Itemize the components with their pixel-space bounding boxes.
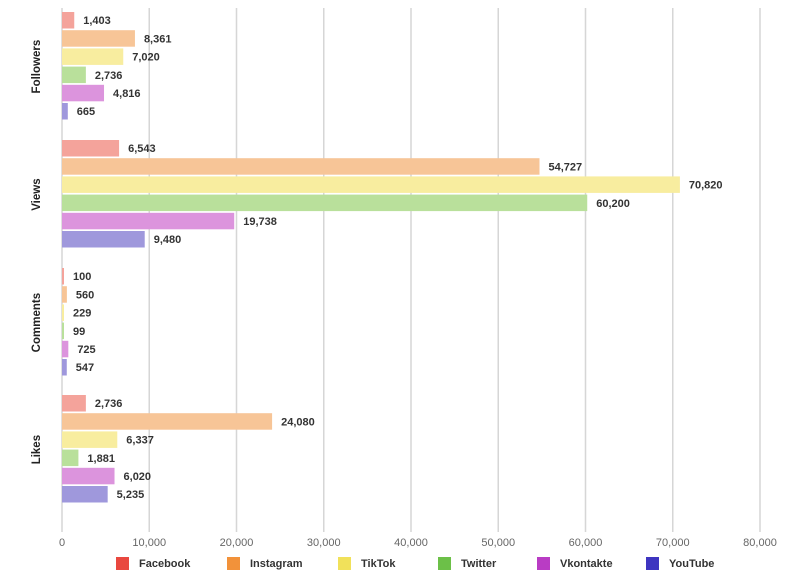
x-tick-label: 40,000 bbox=[394, 537, 428, 549]
legend-label: Facebook bbox=[139, 557, 191, 570]
value-label: 99 bbox=[73, 326, 85, 338]
value-label: 8,361 bbox=[144, 33, 172, 45]
legend-swatch bbox=[646, 557, 659, 570]
category-label: Comments bbox=[31, 293, 43, 352]
legend-item-twitter[interactable]: Twitter bbox=[438, 557, 496, 570]
category-label: Followers bbox=[31, 40, 43, 94]
value-label: 6,337 bbox=[126, 435, 154, 447]
value-label: 1,881 bbox=[87, 453, 115, 465]
bar-facebook-comments bbox=[62, 268, 64, 285]
value-label: 6,020 bbox=[124, 471, 152, 483]
bar-tiktok-comments bbox=[62, 304, 64, 321]
legend-swatch bbox=[227, 557, 240, 570]
bar-instagram-views bbox=[62, 158, 540, 175]
value-label: 60,200 bbox=[596, 198, 630, 210]
legend-item-instagram[interactable]: Instagram bbox=[227, 557, 303, 570]
value-label: 725 bbox=[77, 344, 95, 356]
legend-label: YouTube bbox=[669, 557, 715, 570]
x-tick-label: 20,000 bbox=[220, 537, 254, 549]
x-tick-label: 80,000 bbox=[743, 537, 777, 549]
category-labels: Followers Views Comments Likes bbox=[31, 40, 43, 465]
value-label: 4,816 bbox=[113, 88, 141, 100]
x-tick-label: 10,000 bbox=[132, 537, 166, 549]
x-axis-ticks: 0 10,000 20,000 30,000 40,000 50,000 60,000 70,… bbox=[59, 537, 777, 549]
legend-label: TikTok bbox=[361, 557, 396, 570]
bar-instagram-followers bbox=[62, 30, 135, 47]
value-label: 9,480 bbox=[154, 234, 182, 246]
value-label: 229 bbox=[73, 308, 91, 320]
bar-chart: 1,403 8,361 7,020 2,736 4,816 665 6,543 54,727 7… bbox=[31, 8, 777, 549]
value-label: 24,080 bbox=[281, 416, 315, 428]
legend-label: Instagram bbox=[250, 557, 303, 570]
bar-twitter-views bbox=[62, 194, 588, 212]
bar-tiktok-followers bbox=[62, 48, 124, 65]
value-label: 19,738 bbox=[243, 216, 277, 228]
value-label: 5,235 bbox=[117, 489, 145, 501]
legend-swatch bbox=[438, 557, 451, 570]
value-label: 560 bbox=[76, 289, 94, 301]
bar-vkontakte-views bbox=[62, 212, 235, 230]
bar-youtube-likes bbox=[62, 486, 108, 503]
x-tick-label: 0 bbox=[59, 537, 65, 549]
legend-item-facebook[interactable]: Facebook bbox=[116, 557, 190, 570]
gridlines bbox=[61, 8, 761, 532]
bar-tiktok-views bbox=[62, 176, 680, 193]
bar-twitter-likes bbox=[62, 449, 79, 467]
value-label: 2,736 bbox=[95, 398, 123, 410]
value-label: 1,403 bbox=[83, 15, 111, 27]
bar-facebook-followers bbox=[62, 12, 75, 29]
bar-vkontakte-likes bbox=[62, 467, 115, 485]
bar-youtube-followers bbox=[62, 103, 68, 120]
legend-swatch bbox=[338, 557, 351, 570]
value-label: 665 bbox=[77, 106, 95, 118]
bar-instagram-likes bbox=[62, 413, 273, 430]
legend-label: Vkontakte bbox=[560, 557, 613, 570]
legend-swatch bbox=[537, 557, 550, 570]
legend-item-tiktok[interactable]: TikTok bbox=[338, 557, 395, 570]
bar-youtube-views bbox=[62, 231, 145, 248]
legend-swatch bbox=[116, 557, 129, 570]
legend-item-youtube[interactable]: YouTube bbox=[646, 557, 714, 570]
bar-youtube-comments bbox=[62, 359, 67, 376]
category-label: Views bbox=[31, 178, 43, 210]
x-tick-label: 30,000 bbox=[307, 537, 341, 549]
legend: Facebook Instagram TikTok Twitter Vkontakte Y… bbox=[0, 557, 800, 573]
bar-vkontakte-followers bbox=[62, 84, 105, 102]
bars bbox=[62, 12, 680, 503]
bar-facebook-views bbox=[62, 140, 120, 157]
bar-facebook-likes bbox=[62, 395, 86, 412]
legend-label: Twitter bbox=[461, 557, 497, 570]
x-tick-label: 60,000 bbox=[569, 537, 603, 549]
value-label: 100 bbox=[73, 271, 91, 283]
category-label: Likes bbox=[31, 435, 43, 464]
bar-tiktok-likes bbox=[62, 431, 118, 448]
value-label: 7,020 bbox=[132, 52, 160, 64]
legend-item-vkontakte[interactable]: Vkontakte bbox=[537, 557, 613, 570]
bar-vkontakte-comments bbox=[62, 340, 69, 358]
x-tick-label: 70,000 bbox=[656, 537, 690, 549]
value-label: 54,727 bbox=[548, 161, 582, 173]
bar-instagram-comments bbox=[62, 286, 67, 303]
x-tick-label: 50,000 bbox=[481, 537, 515, 549]
value-label: 2,736 bbox=[95, 70, 123, 82]
value-labels: 1,403 8,361 7,020 2,736 4,816 665 6,543 54,727 7… bbox=[73, 15, 723, 501]
bar-twitter-followers bbox=[62, 66, 86, 84]
bar-twitter-comments bbox=[62, 322, 64, 340]
value-label: 6,543 bbox=[128, 143, 156, 155]
value-label: 70,820 bbox=[689, 180, 723, 192]
value-label: 547 bbox=[76, 362, 94, 374]
